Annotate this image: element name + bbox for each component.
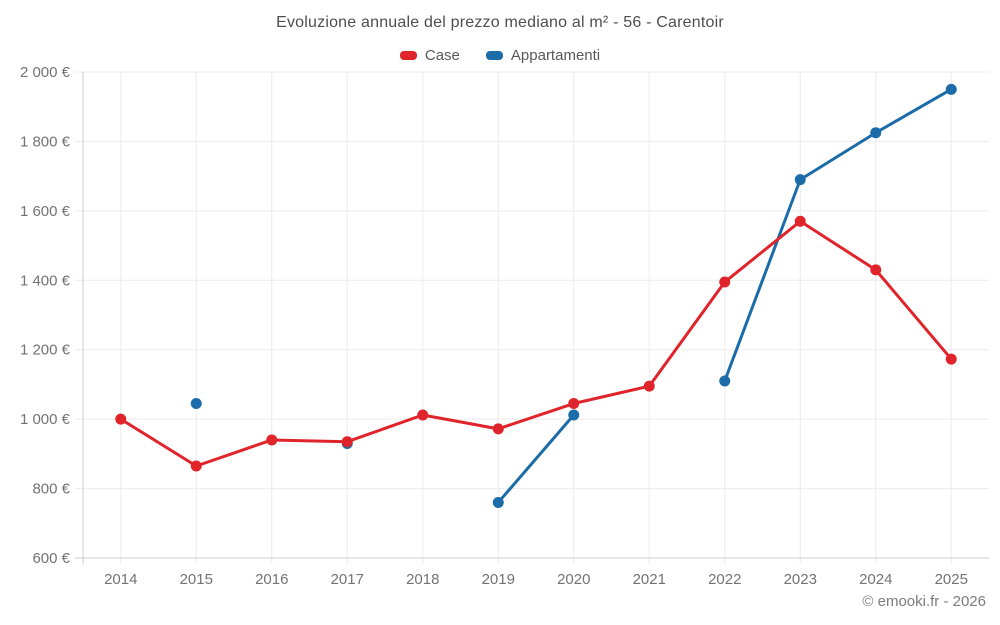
y-tick-label: 1 400 € [20,272,71,289]
case-point-2022[interactable] [719,276,731,288]
y-tick-label: 800 € [32,481,70,498]
case-point-2023[interactable] [794,215,806,227]
appartamenti-point-2015[interactable] [190,398,202,410]
x-tick-label: 2015 [180,571,213,588]
legend-item-case[interactable]: Case [399,47,460,64]
x-tick-label: 2023 [784,571,817,588]
y-tick-label: 600 € [32,550,70,567]
legend: Case Appartamenti [0,47,1000,64]
copyright: © emooki.fr - 2026 [862,593,986,610]
y-tick-label: 1 800 € [20,133,71,150]
case-point-2014[interactable] [115,413,127,425]
case-point-2020[interactable] [568,398,580,410]
appartamenti-point-2020[interactable] [568,409,580,421]
case-line [119,219,953,468]
x-tick-label: 2024 [859,571,892,588]
x-tick-label: 2019 [482,571,515,588]
appartamenti-point-2023[interactable] [794,174,806,186]
appartamenti-point-2025[interactable] [945,83,957,95]
appartamenti-point-2022[interactable] [719,375,731,387]
case-point-2025[interactable] [945,353,957,365]
appartamenti-swatch-icon [485,51,503,60]
x-tick-label: 2016 [255,571,288,588]
appartamenti-line [723,87,953,383]
legend-label-case: Case [424,47,460,64]
appartamenti-line [496,413,576,504]
legend-item-appartamenti[interactable]: Appartamenti [485,47,601,64]
appartamenti-point-2024[interactable] [870,127,882,139]
case-point-2021[interactable] [643,380,655,392]
case-point-2017[interactable] [341,436,353,448]
x-tick-label: 2022 [708,571,741,588]
case-point-2015[interactable] [190,460,202,472]
case-point-2016[interactable] [266,434,278,446]
case-point-2019[interactable] [492,423,504,435]
appartamenti-point-2019[interactable] [492,496,504,508]
case-swatch-icon [399,51,417,60]
x-tick-label: 2017 [331,571,364,588]
x-tick-label: 2021 [633,571,666,588]
y-tick-label: 2 000 € [20,64,71,81]
x-tick-label: 2020 [557,571,590,588]
x-tick-label: 2014 [104,571,137,588]
x-tick-label: 2018 [406,571,439,588]
case-point-2018[interactable] [417,409,429,421]
legend-label-appartamenti: Appartamenti [510,47,601,64]
x-tick-label: 2025 [935,571,968,588]
y-tick-label: 1 000 € [20,411,71,428]
y-tick-label: 1 200 € [20,342,71,359]
y-tick-label: 1 600 € [20,203,71,220]
chart-title: Evoluzione annuale del prezzo mediano al… [276,14,724,31]
case-point-2024[interactable] [870,264,882,276]
